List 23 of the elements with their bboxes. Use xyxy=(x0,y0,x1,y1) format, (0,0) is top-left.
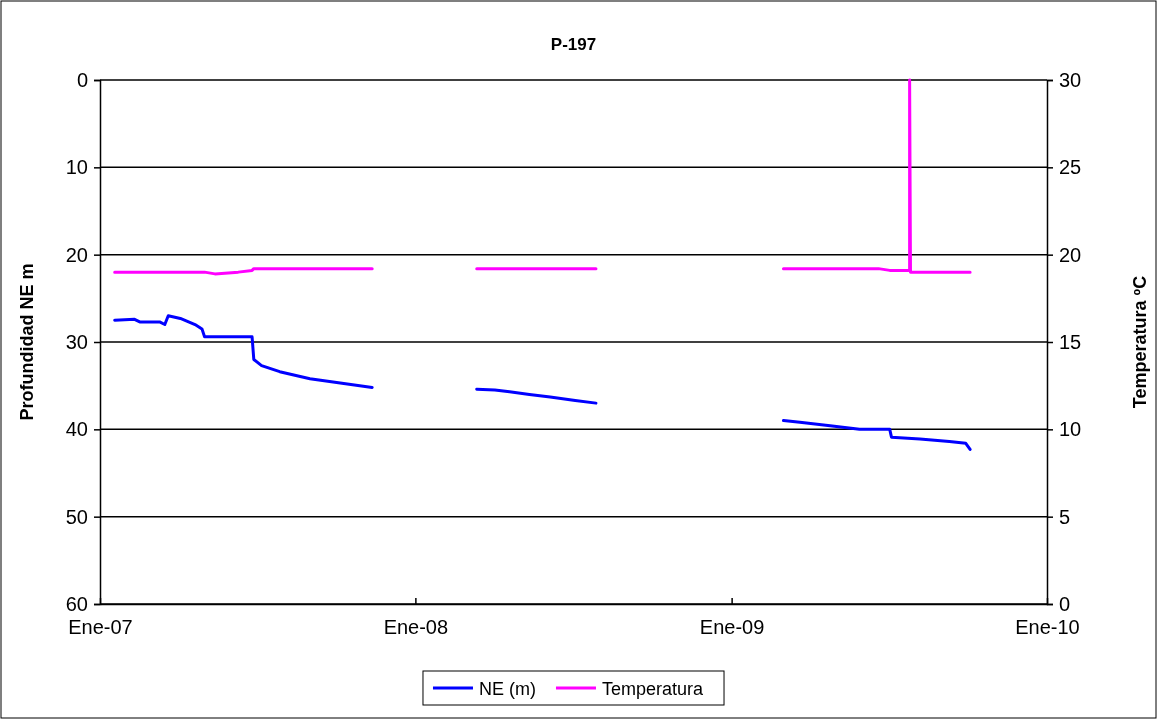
legend-label: NE (m) xyxy=(478,679,536,699)
y-tick-label: 40 xyxy=(65,418,88,441)
x-tick-label: Ene-09 xyxy=(699,616,765,639)
y2-tick-label: 10 xyxy=(1059,418,1082,441)
chart-title: P-197 xyxy=(550,35,597,54)
y-tick-label: 10 xyxy=(65,156,88,179)
y-tick-label: 20 xyxy=(65,243,88,266)
y-tick-label: 60 xyxy=(65,592,88,615)
y2-tick-label: 15 xyxy=(1059,330,1082,353)
x-tick-label: Ene-08 xyxy=(383,616,449,639)
y2-tick-label: 0 xyxy=(1059,592,1071,615)
x-tick-label: Ene-07 xyxy=(68,616,133,639)
y-tick-label: 0 xyxy=(76,68,88,91)
y-tick-label: 30 xyxy=(65,330,88,353)
y2-tick-label: 30 xyxy=(1059,68,1082,91)
y2-tick-label: 25 xyxy=(1059,156,1082,179)
y2-tick-label: 20 xyxy=(1059,243,1082,266)
y-tick-label: 50 xyxy=(65,505,88,528)
x-tick-label: Ene-10 xyxy=(1015,616,1080,639)
y2-tick-label: 5 xyxy=(1059,505,1071,528)
legend-label: Temperatura xyxy=(601,679,705,699)
y2-axis-title: Temperatura ºC xyxy=(1130,275,1150,409)
y-axis-title: Profundidad NE m xyxy=(17,263,37,421)
